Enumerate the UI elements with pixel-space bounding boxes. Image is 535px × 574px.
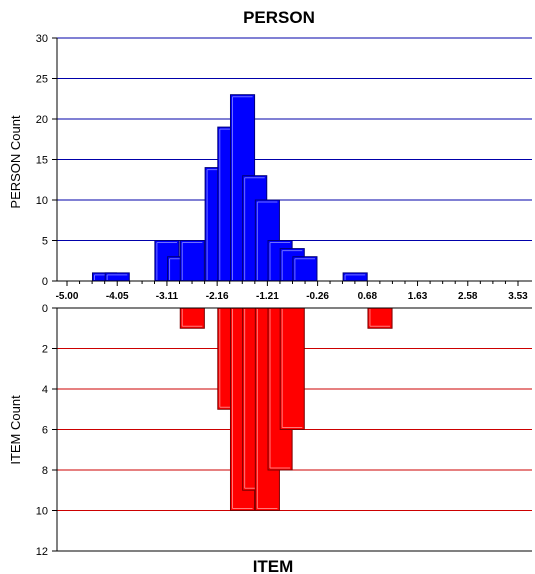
item-y-tick-label: 0	[42, 303, 48, 315]
person-y-tick-label: 30	[36, 33, 48, 45]
person-y-tick-label: 20	[36, 114, 48, 126]
x-tick-label: -4.05	[106, 291, 129, 302]
item-y-tick-label: 6	[42, 425, 48, 437]
person-y-ticks: 0 5 10 15 20 25 30	[36, 33, 57, 288]
item-y-tick-label: 8	[42, 465, 48, 477]
person-bar	[179, 240, 205, 282]
item-y-ticks: 0 2 4 6 8 10 12	[36, 303, 57, 558]
person-bar	[342, 272, 368, 282]
item-y-axis-label: ITEM Count	[8, 395, 23, 465]
item-y-tick-label: 12	[36, 546, 48, 558]
item-y-tick-label: 4	[42, 384, 48, 396]
x-tick-label: 1.63	[408, 291, 428, 302]
x-tick-label: -0.26	[306, 291, 329, 302]
person-y-tick-label: 0	[42, 276, 48, 288]
item-bar	[279, 307, 305, 430]
x-tick-label: 0.68	[358, 291, 378, 302]
x-tick-label: -5.00	[56, 291, 79, 302]
item-y-tick-label: 10	[36, 506, 48, 518]
x-tick-label: 2.58	[458, 291, 478, 302]
person-y-axis-label: PERSON Count	[8, 115, 23, 209]
item-y-tick-label: 2	[42, 344, 48, 356]
item-bar	[367, 307, 393, 329]
person-bars	[91, 94, 368, 282]
person-y-tick-label: 5	[42, 236, 48, 248]
person-bar	[104, 272, 130, 282]
person-gridlines	[57, 37, 532, 241]
person-bar	[292, 256, 318, 282]
x-tick-label: 3.53	[508, 291, 528, 302]
item-bars	[179, 307, 393, 511]
item-title: ITEM	[253, 557, 294, 574]
x-tick-label: -2.16	[206, 291, 229, 302]
x-ticks: -5.00 -4.05 -3.11 -2.16 -1.21 -0.26 0.68 1.63 2.…	[56, 281, 528, 302]
x-tick-label: -3.11	[156, 291, 179, 302]
person-y-tick-label: 25	[36, 74, 48, 86]
item-bar	[179, 307, 205, 329]
person-title: PERSON	[243, 8, 315, 27]
person-y-tick-label: 15	[36, 155, 48, 167]
x-tick-label: -1.21	[256, 291, 279, 302]
person-y-tick-label: 10	[36, 195, 48, 207]
